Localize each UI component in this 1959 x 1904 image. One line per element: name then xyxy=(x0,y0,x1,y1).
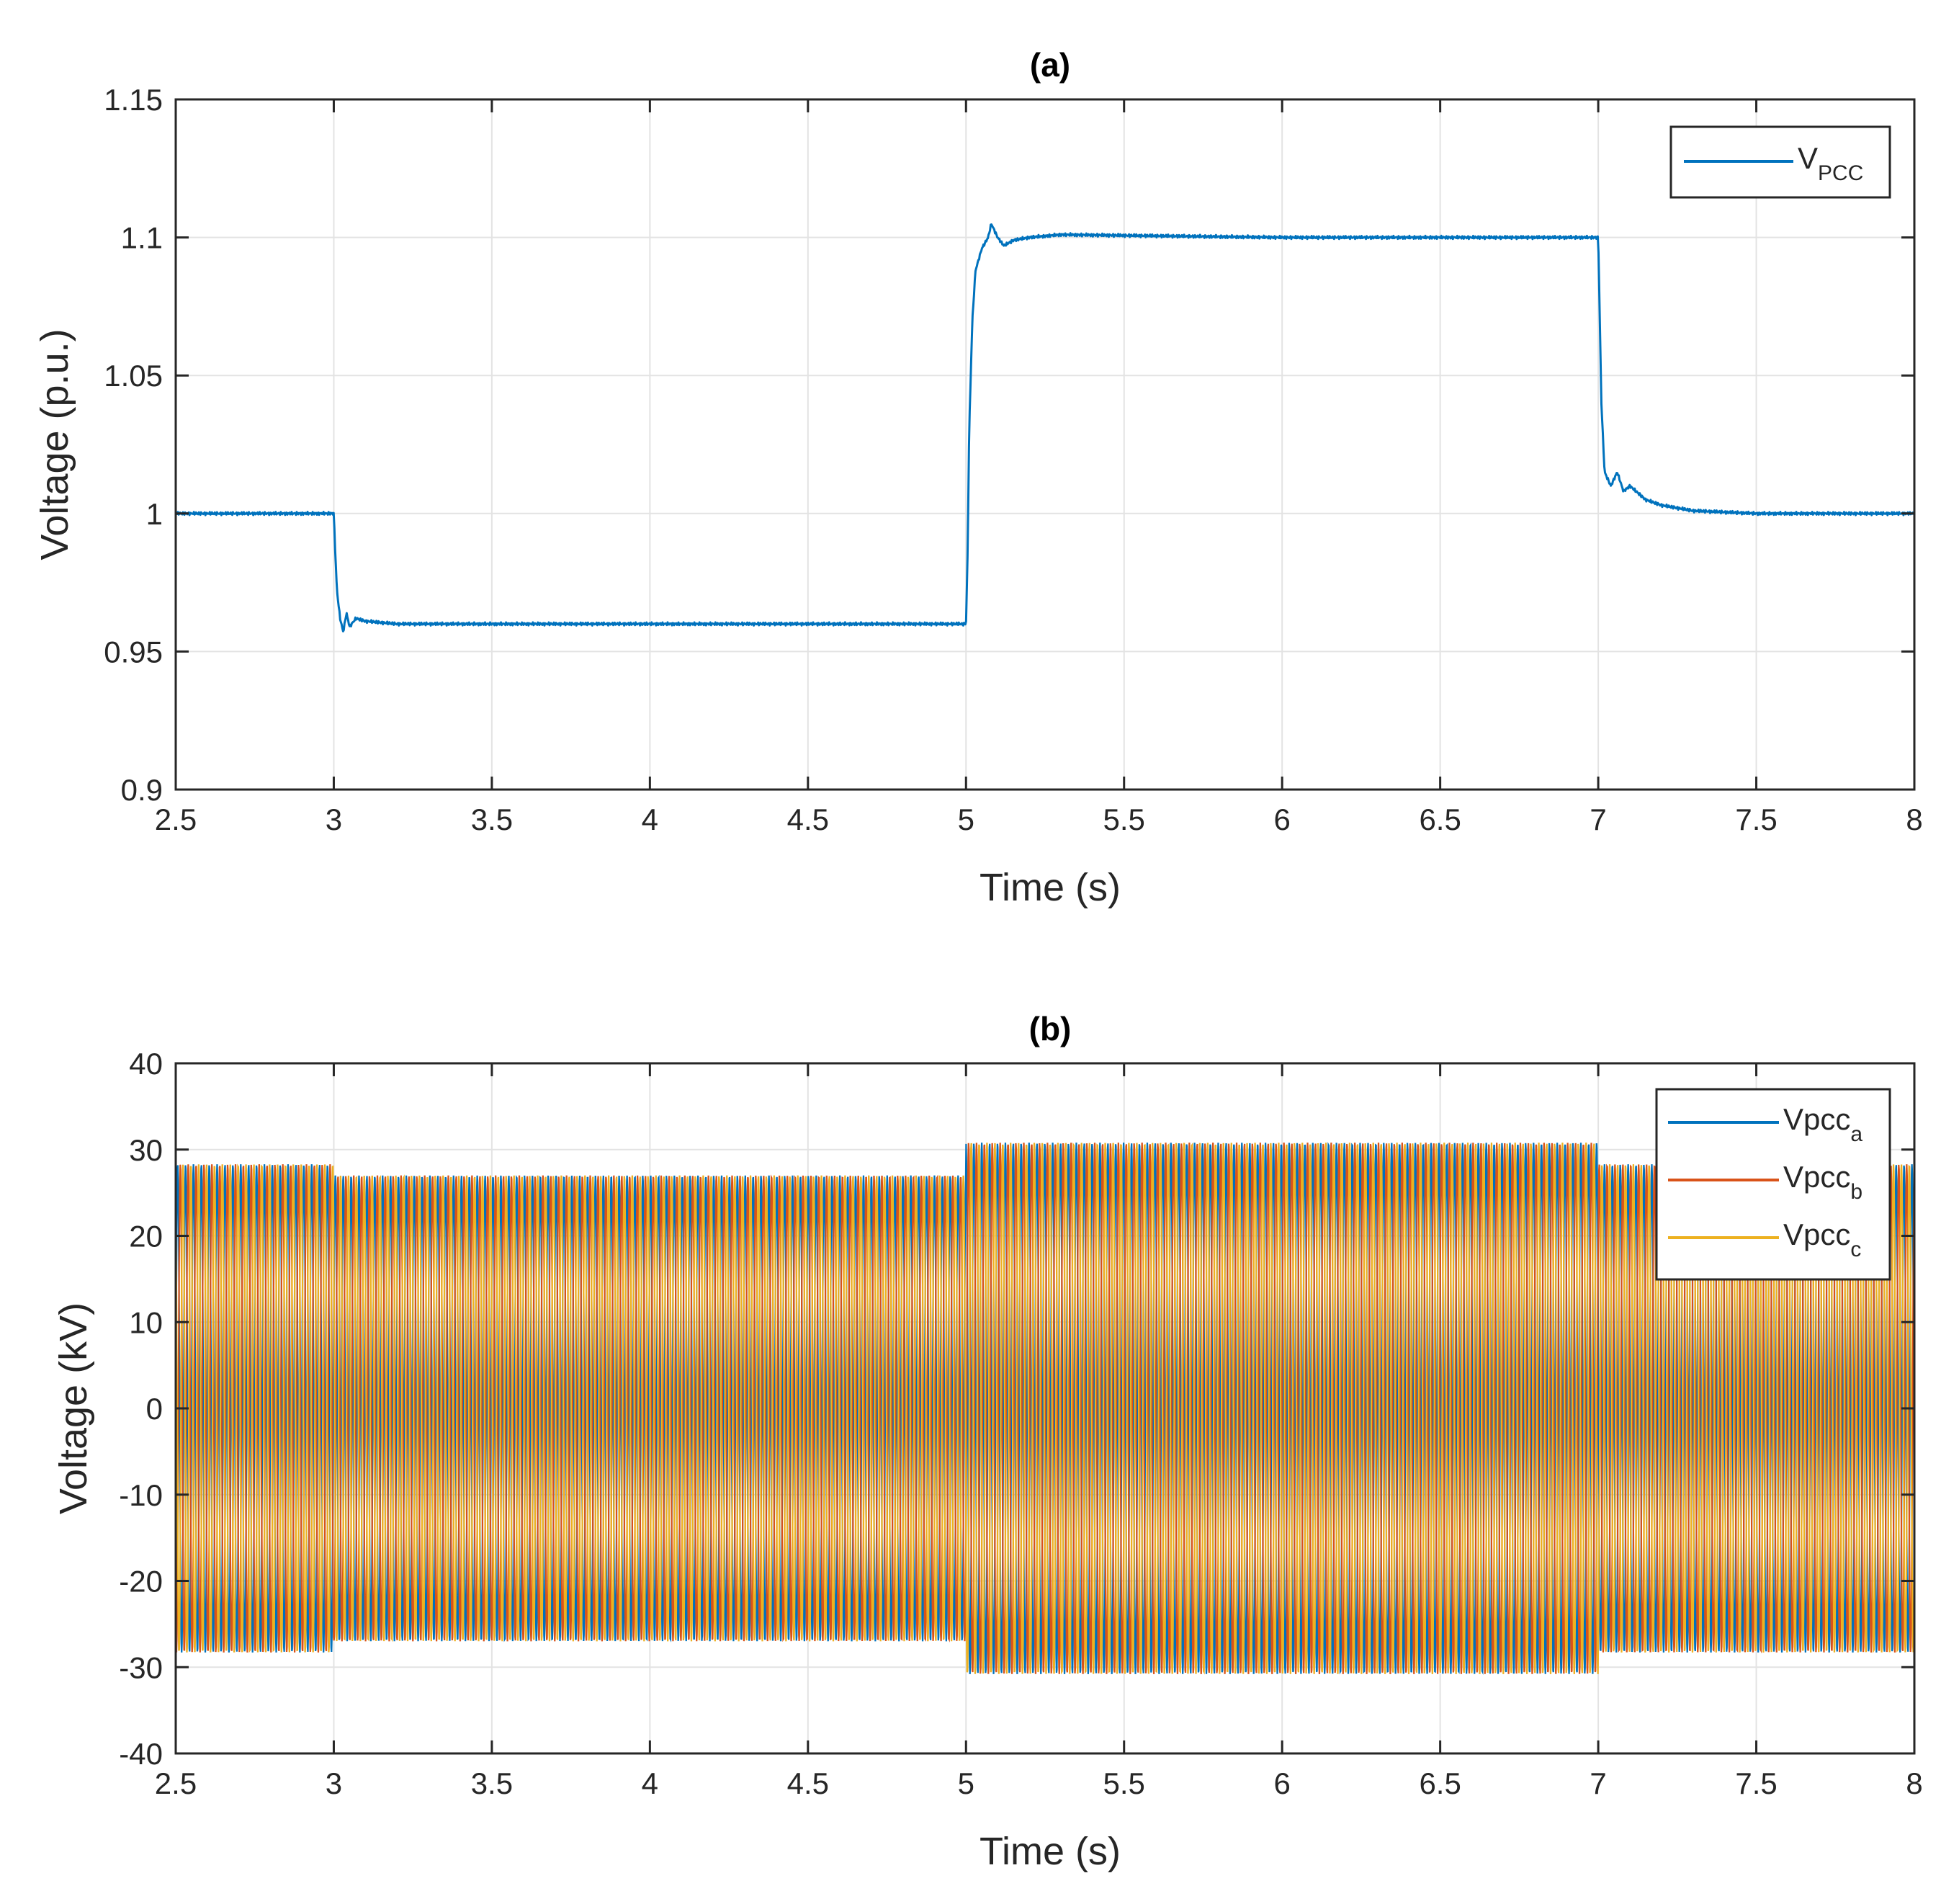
panel-b-title: (b) xyxy=(1029,1010,1072,1047)
x-tick-label: 7 xyxy=(1590,1766,1606,1800)
y-tick-label: 20 xyxy=(129,1220,163,1253)
x-tick-label: 7 xyxy=(1590,803,1606,836)
x-tick-label: 4.5 xyxy=(787,803,829,836)
panel-a-ylabel: Voltage (p.u.) xyxy=(33,328,76,560)
panel-a-xlabel: Time (s) xyxy=(980,866,1121,909)
series-line-vpcc-c xyxy=(174,1142,1916,1675)
y-tick-label: 1.1 xyxy=(121,221,163,255)
x-tick-label: 5.5 xyxy=(1103,1766,1145,1800)
panel-b-legend: Vpcca Vpccb Vpccc xyxy=(1655,1088,1891,1281)
x-tick-label: 6.5 xyxy=(1419,1766,1461,1800)
y-tick-label: 1.05 xyxy=(104,359,163,393)
panel-b-series xyxy=(174,1142,1916,1675)
x-tick-label: 6.5 xyxy=(1419,803,1461,836)
legend-label-vpcc-b: Vpccb xyxy=(1783,1160,1862,1204)
x-tick-label: 3 xyxy=(326,803,342,836)
x-tick-label: 5 xyxy=(958,803,974,836)
x-tick-label: 8 xyxy=(1906,1766,1922,1800)
legend-label-vpcc-c: Vpccc xyxy=(1783,1217,1861,1261)
x-tick-label: 5.5 xyxy=(1103,803,1145,836)
panel-b-ylabel: Voltage (kV) xyxy=(52,1302,95,1514)
panel-a-legend: VPCC xyxy=(1669,125,1891,199)
panel-a-ticks: 2.5 3 3.5 4 4.5 5 5.5 6 6.5 7 7.5 8 0.9 0.95 1 1.05 1.1 1… xyxy=(104,83,1922,836)
x-tick-label: 2.5 xyxy=(155,1766,197,1800)
panel-a-plot-area xyxy=(176,99,1914,790)
x-tick-label: 6 xyxy=(1274,803,1291,836)
x-tick-label: 8 xyxy=(1906,803,1922,836)
legend-label-vpcc: VPCC xyxy=(1798,141,1863,185)
y-tick-label: 0 xyxy=(146,1392,163,1426)
y-tick-label: 30 xyxy=(129,1133,163,1167)
y-tick-label: 10 xyxy=(129,1305,163,1339)
x-tick-label: 4 xyxy=(642,1766,658,1800)
panel-b-xlabel: Time (s) xyxy=(980,1830,1121,1873)
y-tick-label: 0.95 xyxy=(104,635,163,669)
y-tick-label: -20 xyxy=(119,1565,163,1599)
panel-a-axes-box xyxy=(174,98,1916,791)
x-tick-label: 3.5 xyxy=(471,803,513,836)
series-line-vpcc xyxy=(175,223,1916,633)
legend-label-vpcc-a: Vpcca xyxy=(1783,1102,1862,1146)
x-tick-label: 5 xyxy=(958,1766,974,1800)
y-tick-label: 1.15 xyxy=(104,83,163,117)
x-tick-label: 4 xyxy=(642,803,658,836)
panel-b-voltage-kv: (b) 2.5 3 3.5 4 4.5 5 5.5 6 6.5 7 7.5 8 -40 -30 -20 -10… xyxy=(52,1010,1923,1873)
panel-a-grid xyxy=(175,99,1915,790)
x-tick-label: 7.5 xyxy=(1735,1766,1777,1800)
panel-b-ticks: 2.5 3 3.5 4 4.5 5 5.5 6 6.5 7 7.5 8 -40 -30 -20 -10 0 10 2… xyxy=(119,1047,1922,1800)
series-line-vpcc-a xyxy=(174,1142,1916,1675)
panel-a-series xyxy=(175,223,1916,633)
x-tick-label: 4.5 xyxy=(787,1766,829,1800)
y-tick-label: -40 xyxy=(119,1737,163,1771)
x-tick-label: 7.5 xyxy=(1735,803,1777,836)
x-tick-label: 2.5 xyxy=(155,803,197,836)
panel-a-title: (a) xyxy=(1030,46,1070,84)
x-tick-label: 3 xyxy=(326,1766,342,1800)
x-tick-label: 3.5 xyxy=(471,1766,513,1800)
x-tick-label: 6 xyxy=(1274,1766,1291,1800)
y-tick-label: 1 xyxy=(146,497,163,531)
y-tick-label: -30 xyxy=(119,1650,163,1684)
panel-a-voltage-pu: (a) 2.5 3 3.5 4 4.5 5 5.5 6 6.5 7 7.5 8 0.9 0.95 1 1.05… xyxy=(33,46,1923,909)
y-tick-label: -10 xyxy=(119,1478,163,1512)
y-tick-label: 40 xyxy=(129,1047,163,1081)
y-tick-label: 0.9 xyxy=(121,773,163,807)
